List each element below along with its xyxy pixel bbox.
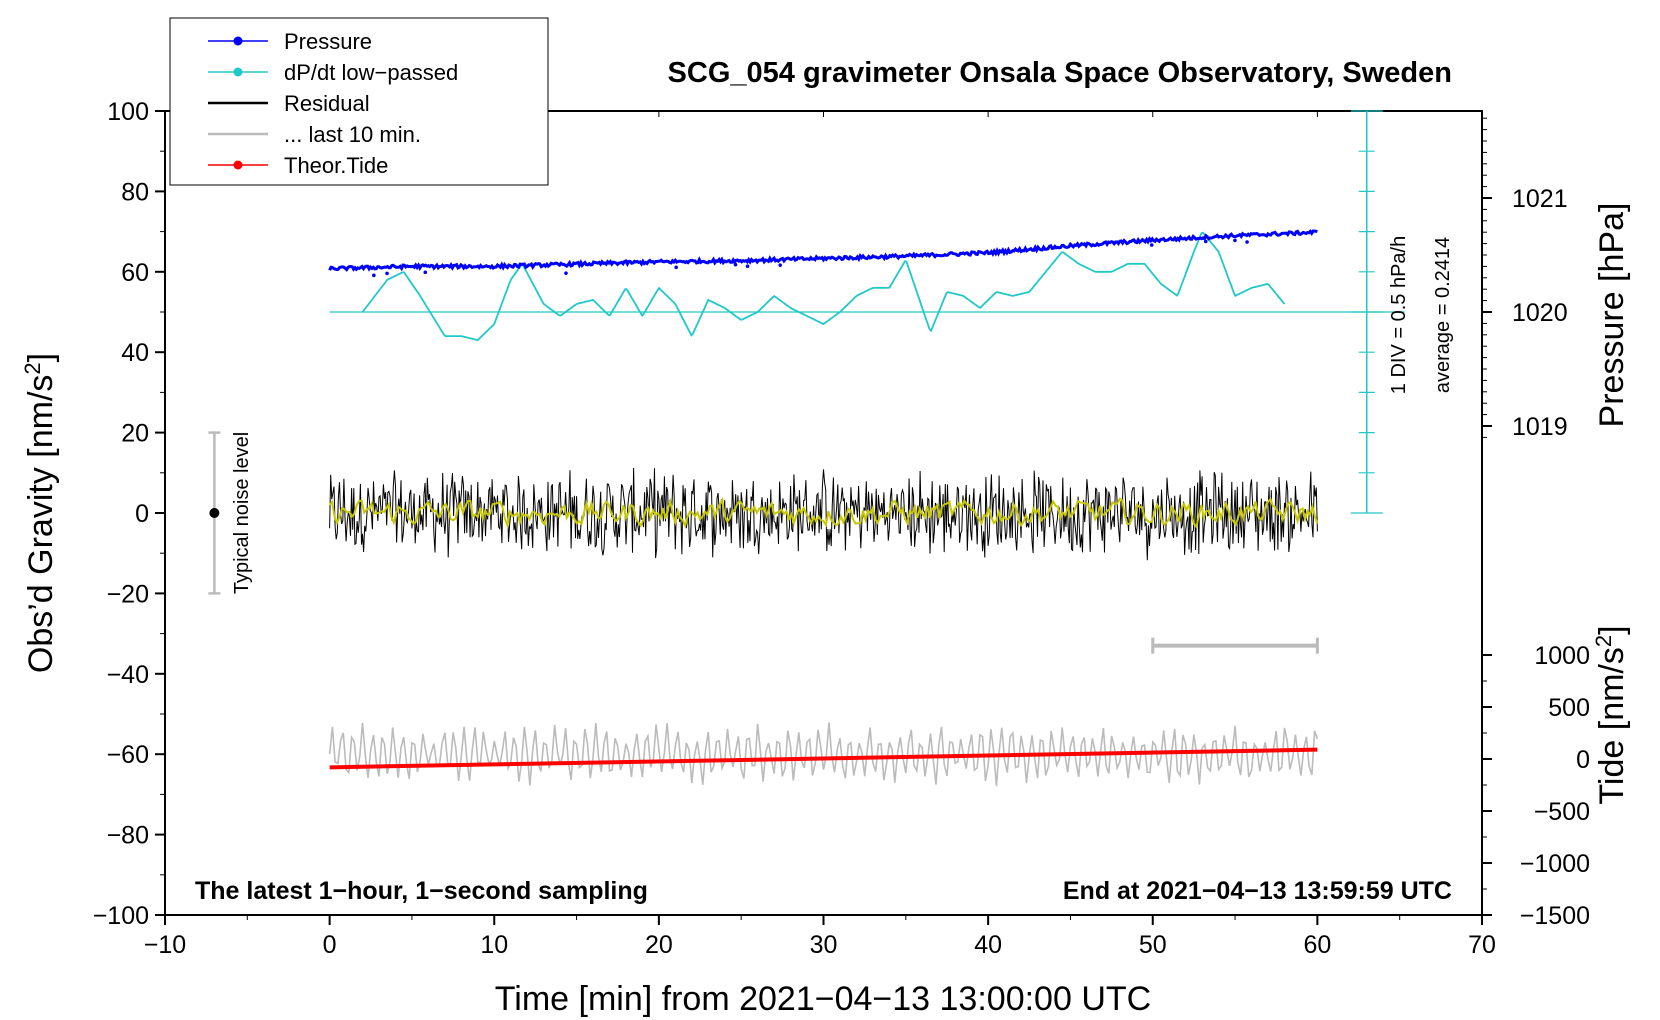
legend-items: Pressure dP/dt low−passed Residual ... last… [208,29,458,178]
tide-tick-label: 500 [1548,694,1590,722]
dpdt-line [361,231,1286,342]
x-tick-label: 10 [480,931,508,959]
y-tick-label: −40 [107,661,149,689]
pressure-outlier-point [372,273,376,278]
y-tick-label: 100 [107,98,149,126]
pressure-outlier-point [1245,240,1249,244]
y-axis-ticks: −100 −80 −60 −40 −20 0 20 40 60 80 100 [93,98,165,930]
y-axis-title-left: Obs’d Gravity [nm/s2] [20,353,60,673]
tide-axis-ticks: −1500 −1000 −500 0 500 1000 [1482,642,1590,930]
y-tick-label: −60 [107,741,149,769]
noise-level-dot [209,508,220,518]
pressure-scale-note: 1 DIV = 0.5 hPa/h [1388,236,1410,394]
pressure-outlier-point [385,271,389,276]
y-tick-label: 0 [135,500,149,528]
x-tick-label: 60 [1303,931,1331,959]
legend-swatch-marker [233,67,243,77]
x-tick-label: −10 [144,931,186,959]
x-tick-label: 0 [323,931,337,959]
y-tick-label: 60 [121,259,149,287]
sampling-note: The latest 1−hour, 1−second sampling [195,877,648,905]
tide-axis-title-main: Tide [nm/s [1593,647,1631,804]
last-10-min-line [328,722,1319,787]
y-axis-title-left-sup: 2 [20,362,45,374]
x-tick-label: 40 [974,931,1002,959]
legend-label: ... last 10 min. [284,122,421,147]
y-tick-label: 20 [121,420,149,448]
pressure-tick-label: 1021 [1512,185,1568,213]
x-axis-title: Time [min] from 2021−04−13 13:00:00 UTC [495,980,1151,1018]
tide-tick-label: 1000 [1534,642,1590,670]
dpdt-scale-axis [329,110,1405,514]
x-tick-label: 70 [1468,931,1496,959]
legend-label: Pressure [284,29,372,54]
y-axis-title-left-end: ] [22,353,60,362]
tide-tick-label: −500 [1534,798,1590,826]
pressure-outlier-point [1233,238,1237,243]
tide-tick-label: 0 [1576,746,1590,774]
pressure-outlier-point [1203,239,1208,244]
x-axis-ticks: −10 0 10 20 30 40 50 60 70 [144,111,1496,959]
residual-line [329,467,1318,561]
legend-label: dP/dt low−passed [284,60,458,85]
pressure-line [328,229,1318,272]
average-note: average = 0.2414 [1432,237,1454,393]
pressure-outlier-point [745,264,750,268]
pressure-axis-ticks: 1019 1020 1021 [1482,117,1568,441]
tide-axis-title-sup: 2 [1591,635,1616,647]
pressure-outlier-point [733,262,738,267]
residual-smoothed-line [328,496,1319,530]
pressure-outlier-point [674,265,679,270]
tide-axis-title-end: ] [1593,625,1631,634]
x-tick-label: 50 [1139,931,1167,959]
legend-label: Theor.Tide [284,153,388,178]
pressure-tick-label: 1020 [1512,299,1568,327]
x-tick-label: 30 [810,931,838,959]
pressure-tick-label: 1019 [1512,413,1568,441]
legend-swatch-marker [233,160,243,170]
noise-level-label: Typical noise level [231,432,253,594]
legend-label: Residual [284,91,370,116]
tide-tick-label: −1500 [1520,902,1590,930]
pressure-outlier-point [423,270,428,275]
y-tick-label: 40 [121,339,149,367]
pressure-outlier-point [1149,243,1154,247]
y-axis-title-left-main: Obs’d Gravity [nm/s [22,375,60,674]
pressure-axis-title: Pressure [hPa] [1593,203,1631,428]
legend-box [169,17,549,186]
tide-tick-label: −1000 [1520,850,1590,878]
series-layer [328,229,1319,787]
y-tick-label: −80 [107,822,149,850]
chart-title: SCG_054 gravimeter Onsala Space Observat… [668,57,1452,89]
tide-axis-title: Tide [nm/s2] [1591,625,1631,804]
theor-tide-line [329,747,1318,770]
pressure-outlier-point [778,263,782,267]
pressure-outlier-point [564,271,568,275]
y-tick-label: −20 [107,580,149,608]
annotation-layer [208,431,1319,654]
end-time-note: End at 2021−04−13 13:59:59 UTC [1063,877,1452,905]
x-tick-label: 20 [645,931,673,959]
y-tick-label: −100 [93,902,149,930]
legend-swatch-marker [233,36,243,46]
legend: Pressure dP/dt low−passed Residual ... last… [169,17,549,186]
y-tick-label: 80 [121,178,149,206]
